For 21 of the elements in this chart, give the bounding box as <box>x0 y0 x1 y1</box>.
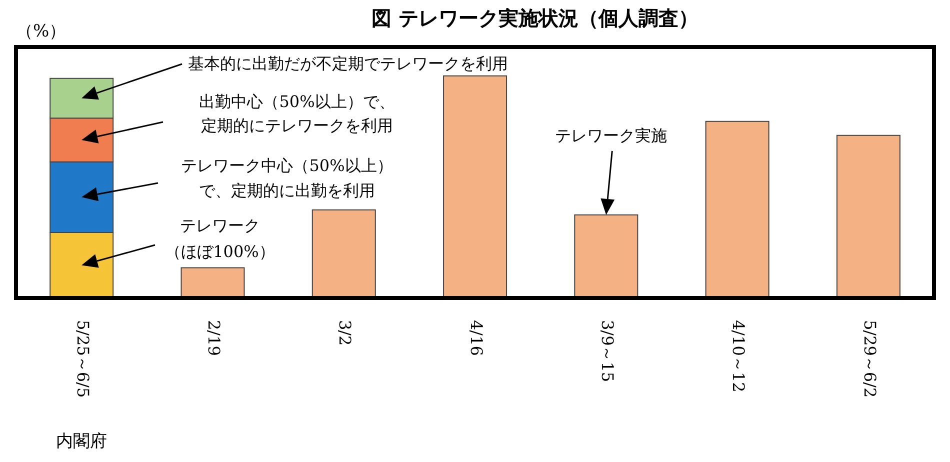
x-tick-label: 5/29～6/2 <box>860 320 880 398</box>
x-tick-label: 3/9～15 <box>598 320 617 382</box>
bar <box>180 267 245 298</box>
y-axis-title: （%） <box>16 21 66 42</box>
bar <box>705 120 770 298</box>
text: テレワーク（ほぼ100%） <box>165 216 275 262</box>
x-tick-label: 3/2 <box>336 320 355 346</box>
x-tick-label: 2/19 <box>204 320 224 356</box>
bar <box>836 134 900 298</box>
x-tick-label: 4/10～12 <box>729 320 748 392</box>
annotation: テレワーク実施 <box>555 126 668 146</box>
x-tick-label: 4/16 <box>466 320 486 356</box>
text: 出勤中心（50%以上）で、定期的にテレワークを利用 <box>199 92 395 136</box>
text: 内閣府 <box>56 431 108 452</box>
bar <box>312 209 376 298</box>
x-tick-label: 5/25～6/5 <box>73 320 92 398</box>
text: 基本的に出勤だが不定期でテレワークを利用 <box>188 54 508 74</box>
bar <box>574 214 638 298</box>
text: テレワーク中心（50%以上）で、定期的に出勤を利用 <box>181 156 393 200</box>
chart-title: 図 テレワーク実施状況（個人調査） <box>372 6 698 30</box>
bar <box>443 75 508 298</box>
